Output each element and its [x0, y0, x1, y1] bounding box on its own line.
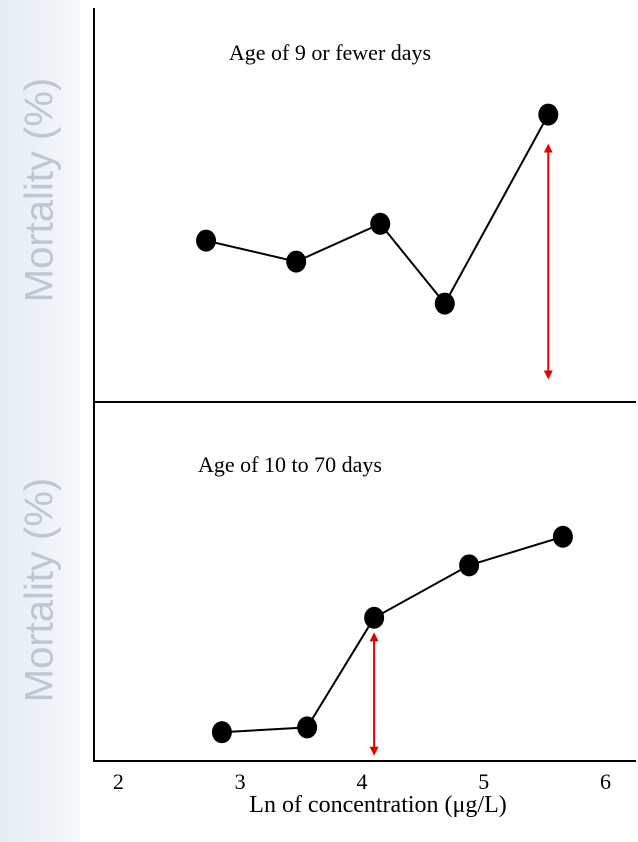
data-point	[196, 229, 217, 252]
data-point	[286, 250, 307, 273]
data-point	[434, 292, 455, 315]
x-tick-label: 5	[478, 769, 489, 794]
data-point	[538, 103, 559, 126]
data-point	[297, 716, 318, 739]
top-panel-title: Age of 9 or fewer days	[229, 40, 431, 65]
x-axis-title: Ln of concentration (μg/L)	[249, 792, 506, 818]
x-tick-label: 3	[235, 769, 246, 794]
left-gradient-band	[0, 0, 80, 842]
data-point	[364, 606, 385, 629]
x-tick-label: 2	[113, 769, 124, 794]
series-line	[221, 535, 564, 734]
data-point	[459, 554, 480, 577]
data-point	[370, 212, 391, 235]
series-line	[205, 114, 550, 306]
bottom-panel	[211, 525, 573, 756]
data-point	[211, 721, 232, 744]
x-tick-label: 6	[600, 769, 611, 794]
top-panel	[196, 103, 559, 380]
x-tick-label: 4	[356, 769, 367, 794]
bottom-panel-title: Age of 10 to 70 days	[198, 452, 382, 477]
data-point	[552, 525, 573, 548]
